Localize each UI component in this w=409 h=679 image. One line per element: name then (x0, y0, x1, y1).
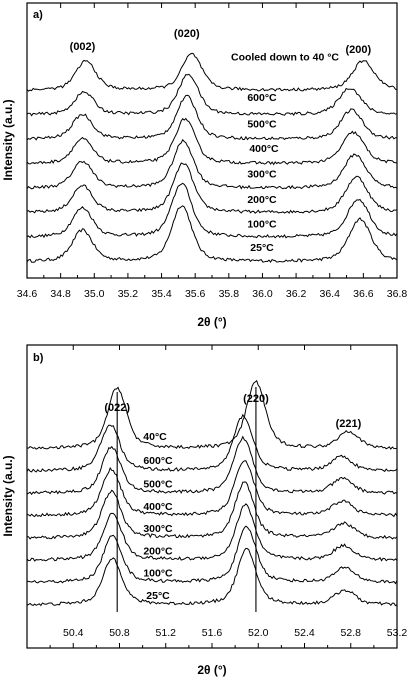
series-label: 25°C (146, 590, 170, 602)
x-tick-label: 34.6 (17, 288, 38, 300)
peak-label: (200) (345, 44, 371, 56)
curves-b (26, 379, 398, 607)
panel-label-b: b) (33, 352, 44, 364)
x-tick-label: 35.6 (185, 288, 206, 300)
series-label: 300°C (143, 523, 173, 535)
x-tick-label: 51.2 (156, 627, 177, 639)
series-labels-a: 25°C 100°C 200°C 300°C 400°C 500°C 600°C Cooled… (231, 52, 339, 255)
y-axis-label-b: Intensity (a.u.) (1, 455, 15, 536)
series-label: 200°C (143, 545, 173, 557)
series-label: 600°C (143, 455, 173, 467)
x-tick-label: 36.6 (353, 288, 374, 300)
peak-label: (020) (174, 28, 200, 40)
panel-a: a) Intensity (a.u.) 2θ (°) 34.6 34.8 35.0 3… (1, 2, 408, 329)
x-tick-label: 36.2 (286, 288, 307, 300)
series-label: 300°C (247, 169, 277, 181)
series-curve (26, 182, 398, 239)
series-label: 200°C (247, 194, 277, 206)
x-ticks-a: 34.6 34.8 35.0 35.2 35.4 35.6 35.8 36.0 36.2 36.4… (17, 3, 408, 300)
x-tick-label: 52.8 (341, 627, 362, 639)
series-label: 500°C (247, 119, 277, 131)
series-curve (26, 460, 398, 518)
series-curve (26, 481, 398, 540)
series-curve (26, 413, 398, 473)
panel-label-a: a) (33, 9, 43, 21)
x-tick-label: 52.0 (248, 627, 269, 639)
series-curve (26, 525, 398, 585)
series-labels-b: 25°C 100°C 200°C 300°C 400°C 500°C 600°C 40°C (143, 431, 173, 602)
curves-a (26, 52, 398, 263)
plot-frame-b (26, 344, 398, 649)
series-curve (26, 435, 398, 496)
series-curve (26, 94, 397, 141)
series-curve (26, 162, 398, 214)
peak-labels-a: (002) (020) (200) (70, 28, 372, 56)
peak-label: (002) (70, 41, 96, 53)
series-label: 40°C (143, 431, 167, 443)
x-tick-label: 35.0 (84, 288, 105, 300)
series-label: 100°C (143, 568, 173, 580)
x-tick-label: 53.2 (387, 627, 408, 639)
series-label: 500°C (143, 479, 173, 491)
peak-label: (221) (336, 418, 362, 430)
series-label: 600°C (247, 92, 277, 104)
panel-b: b) Intensity (a.u.) 2θ (°) 50.4 50.8 51.2 5… (1, 344, 408, 677)
x-axis-label-b: 2θ (°) (197, 663, 226, 677)
x-tick-label: 34.8 (50, 288, 71, 300)
x-tick-label: 36.8 (387, 288, 408, 300)
series-curve (26, 117, 398, 166)
x-tick-label: 52.4 (294, 627, 315, 639)
series-label: 100°C (247, 219, 277, 231)
x-tick-label: 50.4 (63, 627, 84, 639)
x-tick-label: 50.8 (109, 627, 130, 639)
series-label: 400°C (143, 501, 173, 513)
reference-lines-b (116, 387, 257, 612)
series-curve (26, 52, 398, 92)
series-curve (26, 379, 398, 450)
series-label: 400°C (249, 143, 279, 155)
x-tick-label: 36.4 (320, 288, 341, 300)
series-curve (26, 547, 398, 607)
y-axis-label-a: Intensity (a.u.) (1, 99, 15, 180)
peak-label: (220) (243, 393, 269, 405)
x-tick-label: 51.6 (202, 627, 223, 639)
x-ticks-b: 50.4 50.8 51.2 51.6 52.0 52.4 52.8 53.2 (49, 345, 408, 648)
series-curve (26, 73, 398, 117)
x-tick-label: 35.4 (151, 288, 172, 300)
x-tick-label: 35.8 (219, 288, 240, 300)
series-curve (26, 503, 398, 562)
peak-label: (022) (104, 402, 130, 414)
x-tick-label: 35.2 (118, 288, 139, 300)
series-curve (26, 205, 398, 263)
series-label: 25°C (250, 242, 274, 254)
series-label: Cooled down to 40 °C (231, 52, 339, 64)
x-tick-label: 36.0 (252, 288, 273, 300)
peak-labels-b: (022) (220) (221) (104, 393, 361, 430)
series-curve (26, 138, 398, 190)
x-axis-label-a: 2θ (°) (197, 315, 226, 329)
